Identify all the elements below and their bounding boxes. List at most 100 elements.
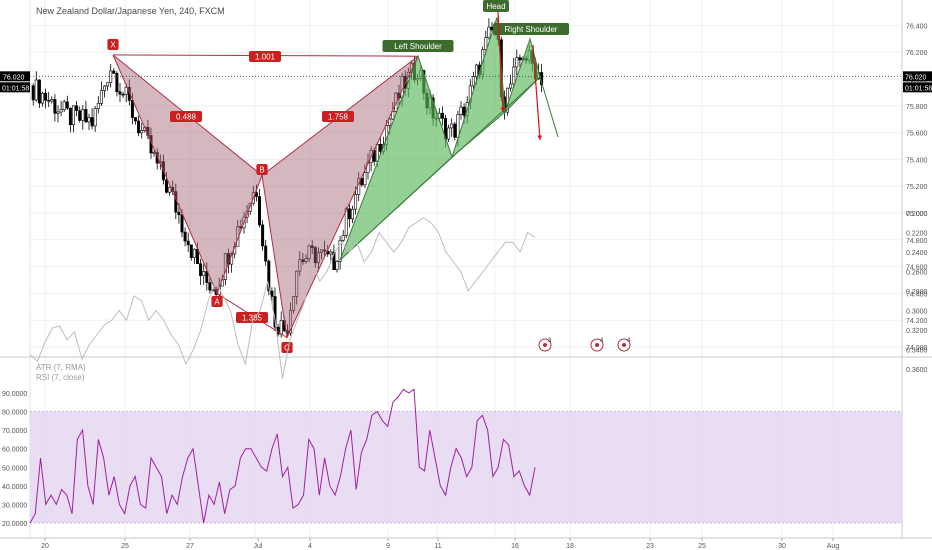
- atr-tick-label: 0.3000: [906, 309, 928, 316]
- candle-down: [118, 91, 122, 95]
- chart-title: New Zealand Dollar/Japanese Yen, 240, FX…: [36, 6, 225, 16]
- candle-up: [292, 296, 296, 311]
- candle-down: [518, 57, 522, 61]
- candle-down: [112, 70, 116, 74]
- candle-up: [59, 109, 63, 113]
- hs-right-shoulder-label-bg: [493, 23, 569, 35]
- hs-left-shoulder-label: Left Shoulder: [394, 42, 442, 51]
- rsi-label: RSI (7, close): [36, 373, 85, 382]
- rsi-tick-label: 90.0000: [2, 391, 27, 398]
- candle-up: [109, 70, 113, 83]
- price-badge-right-bg: [903, 71, 932, 82]
- rsi-tick-label: 30.0000: [2, 502, 27, 509]
- candle-down: [177, 211, 181, 216]
- candle-down: [134, 117, 138, 122]
- candle-up: [62, 101, 66, 110]
- candle-down: [137, 120, 141, 134]
- candle-up: [72, 105, 76, 126]
- atr-tick-label: 0.3200: [906, 328, 928, 335]
- ratio-label-ab-bg: [170, 111, 202, 122]
- y-tick-label: 75.000: [906, 211, 928, 218]
- rsi-tick-label: 60.0000: [2, 447, 27, 454]
- candle-up: [319, 249, 323, 253]
- harmonic-triangle-bcd: [262, 56, 418, 338]
- candle-up: [447, 127, 451, 140]
- event-marker-count: 4: [627, 338, 631, 344]
- candle-down: [264, 245, 268, 262]
- ratio-label-ac-bg: [236, 312, 268, 323]
- candle-down: [65, 101, 69, 109]
- event-marker-dot: [595, 343, 599, 347]
- y-tick-label: 75.800: [906, 104, 928, 111]
- red-arrow-target-head: [537, 135, 542, 140]
- point-label-b-bg: [256, 164, 268, 175]
- candle-down: [360, 177, 364, 186]
- candle-down: [270, 290, 274, 297]
- hs-right-shoulder-fill: [504, 37, 541, 113]
- candle-down: [186, 240, 190, 246]
- rsi-tick-label: 80.0000: [2, 410, 27, 417]
- ratio-label-xd-bg: [249, 51, 281, 62]
- y-tick-label: 74.600: [906, 265, 928, 272]
- candle-up: [316, 252, 320, 264]
- candle-up: [288, 309, 292, 334]
- candle-up: [512, 66, 516, 85]
- hs-left-shoulder-label-bg: [382, 40, 454, 52]
- candle-down: [165, 179, 169, 193]
- ratio-label-bd: 1.758: [328, 113, 349, 122]
- point-label-b: B: [259, 166, 264, 175]
- atr-label: ATR (7, RMA): [36, 363, 86, 372]
- hs-projection-line: [539, 76, 559, 138]
- y-tick-label: 76.200: [906, 50, 928, 57]
- candle-down: [183, 231, 187, 242]
- rsi-tick-label: 40.0000: [2, 484, 27, 491]
- time-label: 25: [121, 543, 129, 550]
- candle-down: [78, 110, 82, 121]
- candle-up: [93, 108, 97, 127]
- candle-up: [40, 92, 44, 104]
- candle-up: [279, 320, 283, 335]
- candle-down: [115, 73, 119, 92]
- y-tick-label: 74.800: [906, 238, 928, 245]
- candle-up: [106, 82, 110, 87]
- hs-head-label-bg: [483, 0, 509, 12]
- candle-up: [487, 26, 491, 38]
- time-label: Jul: [254, 543, 263, 550]
- countdown-badge-right-bg: [903, 82, 932, 93]
- candle-down: [208, 282, 212, 291]
- price-badge-left: 76.020: [3, 74, 25, 81]
- candle-down: [257, 196, 261, 226]
- candle-up: [168, 187, 172, 193]
- y-tick-label: 74.000: [906, 345, 928, 352]
- time-label: 30: [778, 543, 786, 550]
- candle-up: [140, 130, 144, 134]
- candle-up: [335, 261, 339, 271]
- rsi-band: [30, 411, 902, 523]
- candle-down: [199, 263, 203, 276]
- candle-up: [354, 194, 358, 210]
- candle-up: [295, 270, 299, 297]
- y-tick-label: 74.400: [906, 291, 928, 298]
- candle-down: [121, 93, 125, 96]
- y-tick-label: 75.400: [906, 157, 928, 164]
- atr-tick-label: 0.2000: [906, 211, 928, 218]
- ratio-label-ab: 0.488: [176, 113, 197, 122]
- y-tick-label: 75.600: [906, 131, 928, 138]
- time-label: 9: [386, 543, 390, 550]
- candle-up: [152, 152, 156, 154]
- candle-down: [47, 99, 51, 102]
- point-label-a: A: [214, 298, 220, 307]
- time-label: Aug: [827, 543, 840, 550]
- time-label: 11: [434, 543, 441, 550]
- time-label: 16: [511, 543, 519, 550]
- candle-up: [509, 83, 513, 89]
- hs-head-fill: [450, 17, 506, 159]
- candle-up: [87, 117, 91, 123]
- point-label-c-bg: [281, 342, 293, 353]
- atr-tick-label: 0.3400: [906, 348, 928, 355]
- candle-up: [474, 64, 478, 77]
- candle-down: [261, 224, 265, 247]
- candle-down: [84, 109, 88, 123]
- candle-up: [304, 258, 308, 263]
